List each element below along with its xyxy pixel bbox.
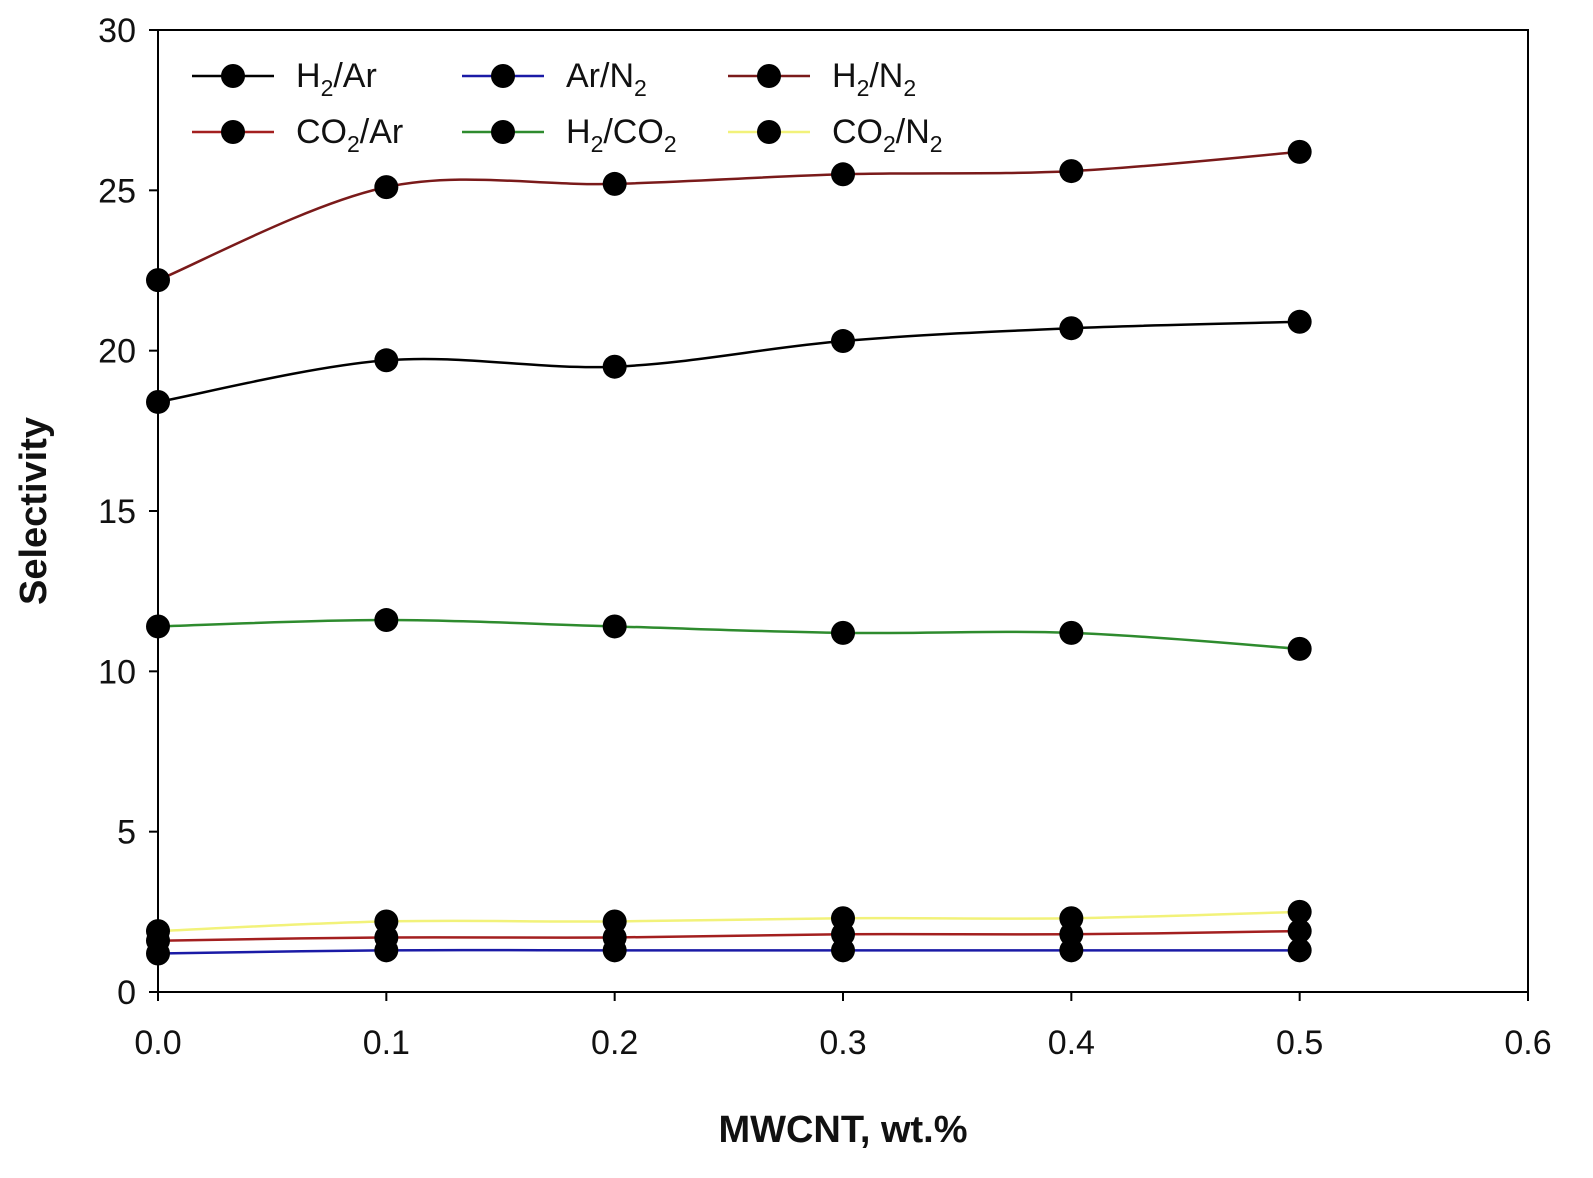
legend-marker-1 bbox=[491, 64, 515, 88]
data-point-series-5 bbox=[831, 906, 855, 931]
x-tick-label: 0.4 bbox=[1048, 1024, 1095, 1062]
y-tick-label: 30 bbox=[98, 12, 136, 50]
legend-label-0: H2/Ar bbox=[296, 57, 377, 101]
legend-marker-0 bbox=[221, 64, 245, 88]
data-point-series-2 bbox=[831, 162, 855, 187]
y-tick-label: 10 bbox=[98, 653, 136, 691]
x-axis: 0.0 0.1 0.2 0.3 0.4 0.5 0.6 bbox=[134, 992, 1552, 1062]
y-tick-label: 0 bbox=[117, 974, 136, 1012]
data-point-series-0 bbox=[831, 329, 855, 354]
x-tick-label: 0.0 bbox=[134, 1024, 181, 1062]
x-tick-label: 0.5 bbox=[1276, 1024, 1323, 1062]
data-point-series-1 bbox=[1287, 938, 1312, 963]
data-point-series-4 bbox=[831, 620, 855, 645]
data-point-series-5 bbox=[1287, 899, 1312, 924]
series-line-4 bbox=[157, 618, 1300, 651]
data-point-series-5 bbox=[1059, 906, 1084, 931]
data-point-series-0 bbox=[146, 389, 170, 414]
legend-label-3: CO2/Ar bbox=[296, 113, 403, 157]
series-line-2 bbox=[157, 150, 1300, 282]
y-tick-label: 5 bbox=[117, 814, 136, 852]
legend-label-2: H2/N2 bbox=[832, 57, 916, 101]
data-point-series-4 bbox=[1287, 636, 1312, 661]
legend: H2/Ar Ar/N2 H2/N2 CO2/Ar H2/CO2 CO2/N2 bbox=[192, 57, 943, 157]
legend-label-1: Ar/N2 bbox=[566, 57, 647, 101]
series-line-3 bbox=[157, 929, 1300, 942]
data-point-series-2 bbox=[1287, 139, 1312, 164]
series-line-0 bbox=[157, 320, 1300, 404]
x-tick-label: 0.2 bbox=[591, 1024, 638, 1062]
data-point-series-4 bbox=[1059, 620, 1084, 645]
series-layer bbox=[146, 139, 1312, 966]
data-point-series-0 bbox=[1287, 309, 1312, 334]
legend-label-5: CO2/N2 bbox=[832, 113, 943, 157]
x-tick-label: 0.1 bbox=[363, 1024, 410, 1062]
data-point-series-2 bbox=[146, 268, 170, 293]
data-point-series-4 bbox=[374, 608, 399, 633]
data-point-series-0 bbox=[374, 348, 399, 373]
data-point-series-0 bbox=[1059, 316, 1084, 341]
legend-marker-5 bbox=[757, 120, 781, 144]
y-tick-label: 20 bbox=[98, 333, 136, 371]
data-point-series-2 bbox=[374, 175, 399, 200]
y-axis: 0 5 10 15 20 25 30 bbox=[98, 12, 158, 1012]
data-point-series-4 bbox=[146, 614, 170, 639]
y-axis-title: Selectivity bbox=[13, 417, 55, 605]
y-tick-label: 15 bbox=[98, 493, 136, 531]
data-point-series-5 bbox=[374, 909, 399, 934]
data-point-series-2 bbox=[602, 171, 627, 196]
legend-marker-3 bbox=[221, 120, 245, 144]
data-point-series-5 bbox=[146, 919, 170, 944]
x-axis-title: MWCNT, wt.% bbox=[718, 1109, 967, 1151]
data-point-series-4 bbox=[602, 614, 627, 639]
legend-marker-4 bbox=[491, 120, 515, 144]
x-tick-label: 0.3 bbox=[819, 1024, 866, 1062]
series-line-1 bbox=[157, 948, 1300, 955]
series-line-5 bbox=[157, 910, 1300, 933]
legend-marker-2 bbox=[757, 64, 781, 88]
legend-label-4: H2/CO2 bbox=[566, 113, 677, 157]
x-tick-label: 0.6 bbox=[1504, 1024, 1551, 1062]
data-point-series-3 bbox=[1287, 919, 1312, 944]
data-point-series-0 bbox=[602, 354, 627, 379]
data-point-series-5 bbox=[602, 909, 627, 934]
data-point-series-2 bbox=[1059, 159, 1084, 184]
y-tick-label: 25 bbox=[98, 172, 136, 210]
